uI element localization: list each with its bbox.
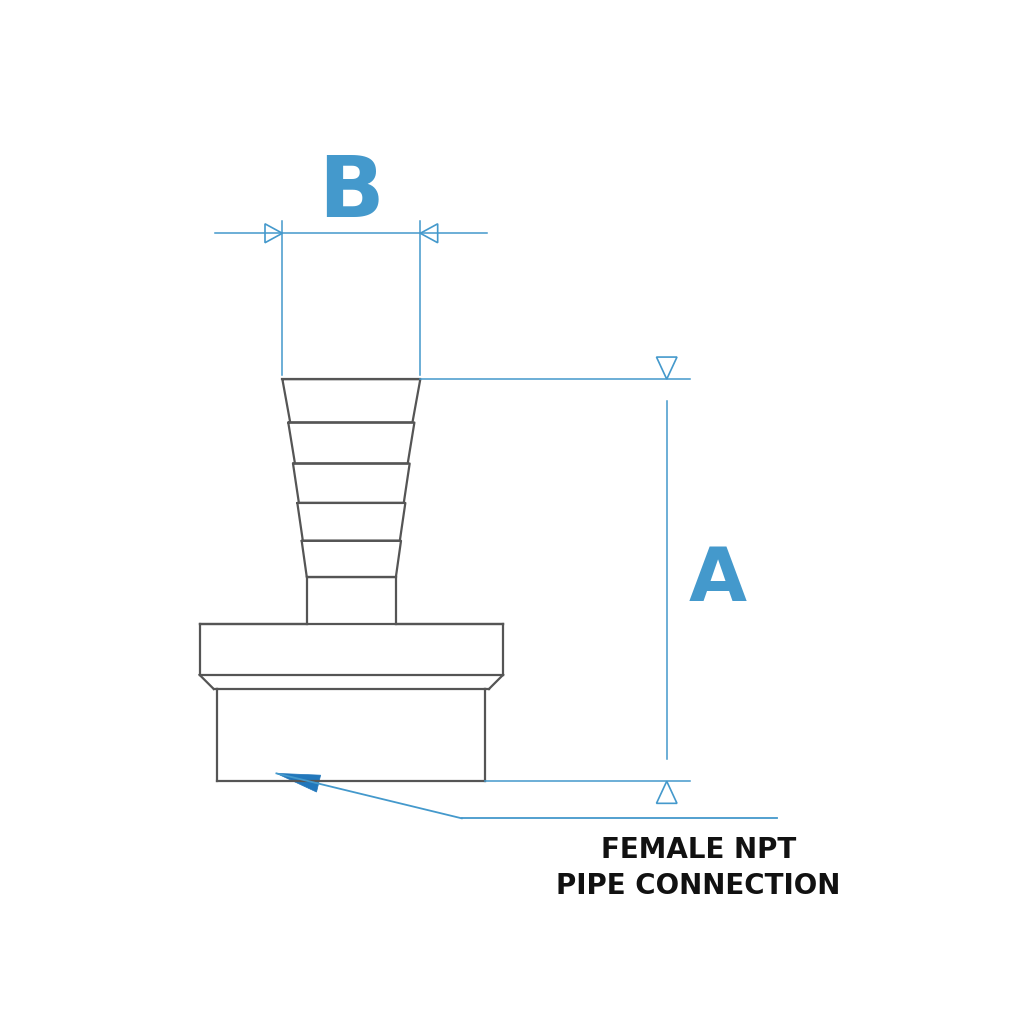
Text: B: B — [318, 153, 384, 236]
Text: A: A — [689, 544, 746, 616]
Text: FEMALE NPT
PIPE CONNECTION: FEMALE NPT PIPE CONNECTION — [556, 837, 841, 900]
Polygon shape — [276, 773, 321, 792]
